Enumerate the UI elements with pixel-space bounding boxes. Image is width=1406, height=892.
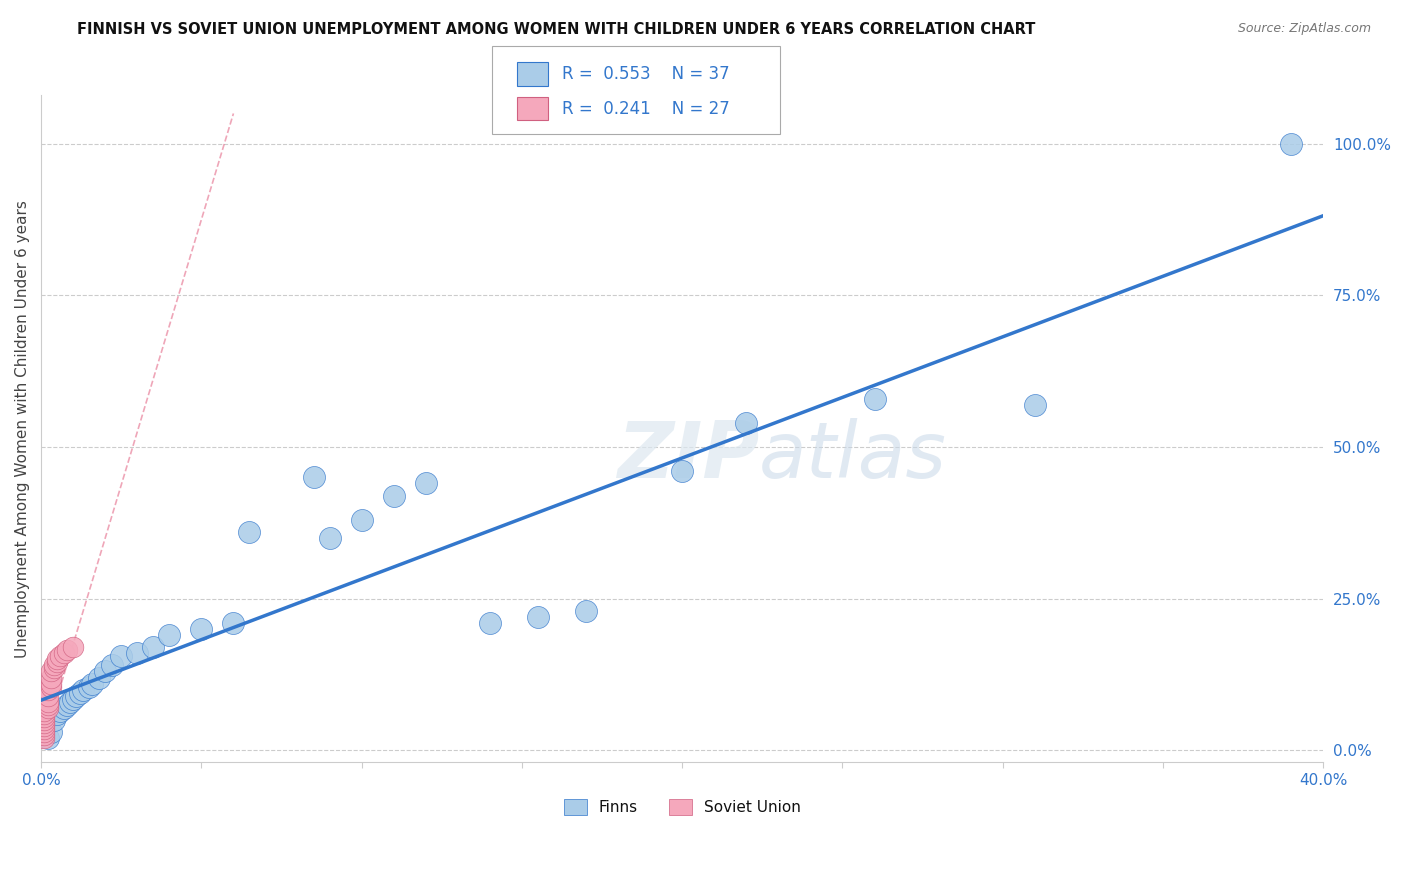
Point — [318, 531, 340, 545]
Point — [39, 725, 62, 739]
Point — [46, 652, 69, 666]
Point — [55, 698, 77, 712]
Point — [222, 615, 245, 630]
Point — [39, 665, 62, 679]
Point — [37, 682, 59, 697]
Point — [82, 676, 104, 690]
Point — [46, 656, 69, 670]
Point — [34, 722, 56, 736]
Point — [350, 513, 373, 527]
Point — [49, 649, 72, 664]
Point — [52, 701, 75, 715]
Point — [34, 725, 56, 739]
Point — [415, 476, 437, 491]
Point — [34, 710, 56, 724]
Point — [59, 695, 82, 709]
Point — [302, 470, 325, 484]
Point — [34, 716, 56, 731]
Point — [42, 713, 65, 727]
Point — [575, 604, 598, 618]
Point — [142, 640, 165, 655]
Point — [34, 728, 56, 742]
Point — [39, 676, 62, 690]
Point — [34, 731, 56, 746]
Text: Source: ZipAtlas.com: Source: ZipAtlas.com — [1237, 22, 1371, 36]
Text: R =  0.241    N = 27: R = 0.241 N = 27 — [562, 100, 730, 118]
Point — [42, 661, 65, 675]
Point — [37, 698, 59, 712]
Point — [87, 671, 110, 685]
Point — [62, 691, 84, 706]
Point — [37, 689, 59, 703]
Point — [100, 658, 122, 673]
Point — [863, 392, 886, 406]
Text: FINNISH VS SOVIET UNION UNEMPLOYMENT AMONG WOMEN WITH CHILDREN UNDER 6 YEARS COR: FINNISH VS SOVIET UNION UNEMPLOYMENT AMO… — [77, 22, 1036, 37]
Point — [37, 695, 59, 709]
Point — [110, 649, 132, 664]
Text: ZIP: ZIP — [617, 417, 759, 493]
Point — [65, 689, 87, 703]
Point — [238, 524, 260, 539]
Point — [34, 706, 56, 721]
Point — [190, 622, 212, 636]
Text: R =  0.553    N = 37: R = 0.553 N = 37 — [562, 65, 730, 83]
Point — [735, 416, 758, 430]
Point — [34, 704, 56, 718]
Point — [34, 713, 56, 727]
Point — [34, 719, 56, 733]
Point — [37, 731, 59, 746]
Point — [94, 665, 117, 679]
Point — [1279, 136, 1302, 151]
Point — [77, 680, 100, 694]
Point — [49, 704, 72, 718]
Point — [55, 643, 77, 657]
Point — [42, 658, 65, 673]
Point — [1024, 398, 1046, 412]
Point — [69, 686, 91, 700]
Point — [72, 682, 94, 697]
Y-axis label: Unemployment Among Women with Children Under 6 years: Unemployment Among Women with Children U… — [15, 200, 30, 657]
Text: atlas: atlas — [759, 417, 948, 493]
Point — [52, 646, 75, 660]
Point — [157, 628, 180, 642]
Point — [37, 701, 59, 715]
Point — [478, 615, 501, 630]
Point — [671, 464, 693, 478]
Point — [527, 610, 550, 624]
Point — [382, 489, 405, 503]
Point — [127, 646, 149, 660]
Legend: Finns, Soviet Union: Finns, Soviet Union — [558, 793, 807, 822]
Point — [62, 640, 84, 655]
Point — [39, 671, 62, 685]
Point — [46, 706, 69, 721]
Point — [39, 680, 62, 694]
